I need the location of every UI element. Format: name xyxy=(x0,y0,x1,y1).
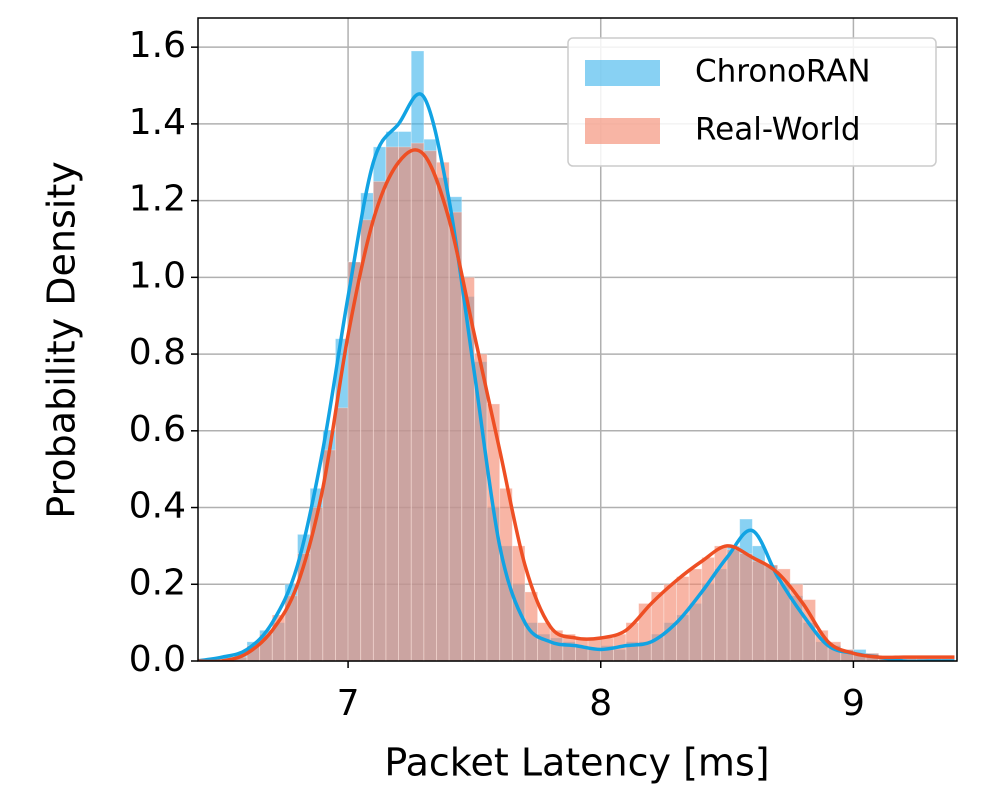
y-tick-label: 1.2 xyxy=(129,179,186,220)
histogram-bar xyxy=(398,146,412,661)
histogram-bar xyxy=(688,568,703,661)
histogram-bar xyxy=(385,146,400,661)
histogram-bar xyxy=(335,407,349,661)
histogram-bar xyxy=(474,353,488,661)
histogram-bar xyxy=(739,553,753,661)
y-tick-label: 1.6 xyxy=(129,25,186,66)
histogram-bar xyxy=(436,161,450,661)
y-tick-label: 0.4 xyxy=(129,486,186,527)
histogram-bar xyxy=(701,557,715,661)
y-tick-label: 0.2 xyxy=(129,562,186,603)
y-axis-label: Probability Density xyxy=(40,161,84,518)
y-tick-label: 0.8 xyxy=(129,332,186,373)
histogram-bar xyxy=(372,181,387,661)
histogram-bar xyxy=(448,211,463,661)
kde-line xyxy=(198,92,955,661)
plot-frame xyxy=(197,17,958,662)
y-tick-label: 1.0 xyxy=(129,255,186,296)
legend-label: ChronoRAN xyxy=(695,54,871,90)
kde-line xyxy=(198,148,955,661)
legend-swatch xyxy=(585,118,660,144)
x-axis-label: Packet Latency [ms] xyxy=(384,741,769,785)
histogram-bar xyxy=(764,564,779,661)
histogram-bar xyxy=(575,637,589,661)
histogram-bar xyxy=(726,549,741,661)
x-tick-label: 8 xyxy=(589,683,612,724)
legend-swatch xyxy=(585,60,660,86)
histogram-bar xyxy=(751,560,766,661)
y-tick-label: 1.4 xyxy=(129,102,186,143)
y-tick-label: 0.6 xyxy=(129,409,186,450)
histogram-bar xyxy=(410,142,425,661)
x-tick-label: 9 xyxy=(842,683,865,724)
histogram-bar xyxy=(360,219,374,661)
y-tick-label: 0.0 xyxy=(129,639,186,680)
x-tick-label: 7 xyxy=(337,683,360,724)
histogram-bar xyxy=(423,150,437,661)
legend-label: Real-World xyxy=(695,112,861,148)
histogram xyxy=(233,142,955,661)
